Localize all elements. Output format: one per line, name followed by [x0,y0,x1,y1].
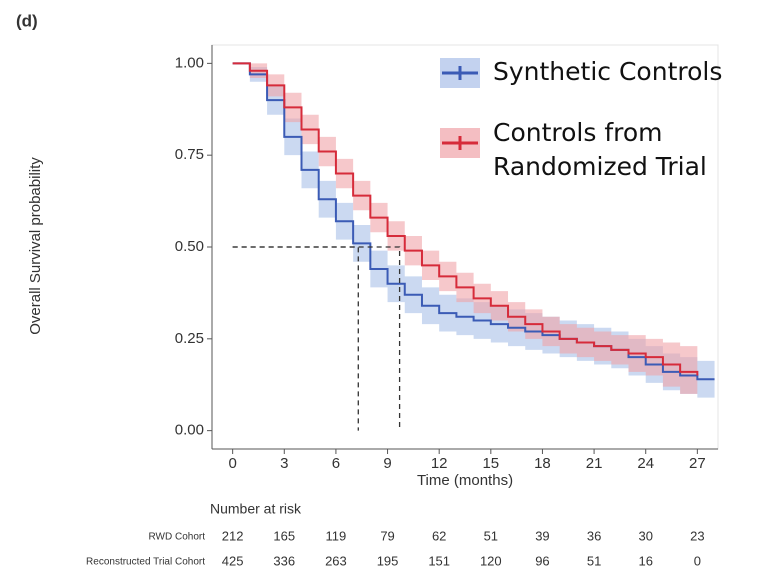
risk-value: 62 [432,528,446,543]
y-tick-label: 0.00 [175,422,204,439]
risk-value: 263 [325,553,347,568]
x-axis-label: Time (months) [417,472,513,489]
risk-value: 16 [638,553,652,568]
legend-entry: Controls from Randomized Trial [493,118,707,181]
risk-value: 96 [535,553,549,568]
panel-label: (d) [16,11,38,30]
risk-value: 23 [690,528,704,543]
risk-row-label: RWD Cohort [149,532,206,543]
x-tick-label: 6 [332,455,340,472]
risk-value: 165 [273,528,295,543]
x-tick-label: 21 [586,455,603,472]
risk-value: 120 [480,553,502,568]
x-tick-label: 18 [534,455,551,472]
x-tick-label: 24 [637,455,654,472]
y-axis-label: Overall Survival probability [27,157,44,335]
x-tick-label: 15 [482,455,499,472]
risk-title: Number at risk [210,501,302,517]
risk-value: 151 [428,553,450,568]
x-tick-label: 12 [431,455,448,472]
risk-value: 36 [587,528,601,543]
risk-value: 195 [377,553,399,568]
risk-value: 425 [222,553,244,568]
risk-value: 51 [587,553,601,568]
median-line [232,246,401,431]
y-tick-label: 0.25 [175,330,204,347]
legend-label: Synthetic Controls [493,57,723,86]
x-tick-label: 3 [280,455,288,472]
legend-entry: Synthetic Controls [493,57,723,86]
y-tick-label: 0.50 [175,238,204,255]
x-tick-label: 27 [689,455,706,472]
risk-value: 51 [484,528,498,543]
risk-value: 212 [222,528,244,543]
median-line [232,246,359,431]
legend-label: Controls from Randomized Trial [493,118,707,181]
y-tick-label: 0.75 [175,146,204,163]
risk-value: 119 [326,528,347,543]
survival-curve [232,62,699,376]
risk-value: 30 [638,528,652,543]
x-tick-label: 9 [383,455,391,472]
x-tick-label: 0 [228,455,236,472]
risk-value: 39 [535,528,549,543]
y-tick-label: 1.00 [175,54,204,71]
survival-curve [232,62,715,381]
risk-value: 336 [273,553,295,568]
risk-value: 0 [694,553,701,568]
risk-row-label: Reconstructed Trial Cohort [86,557,205,568]
risk-value: 79 [380,528,394,543]
